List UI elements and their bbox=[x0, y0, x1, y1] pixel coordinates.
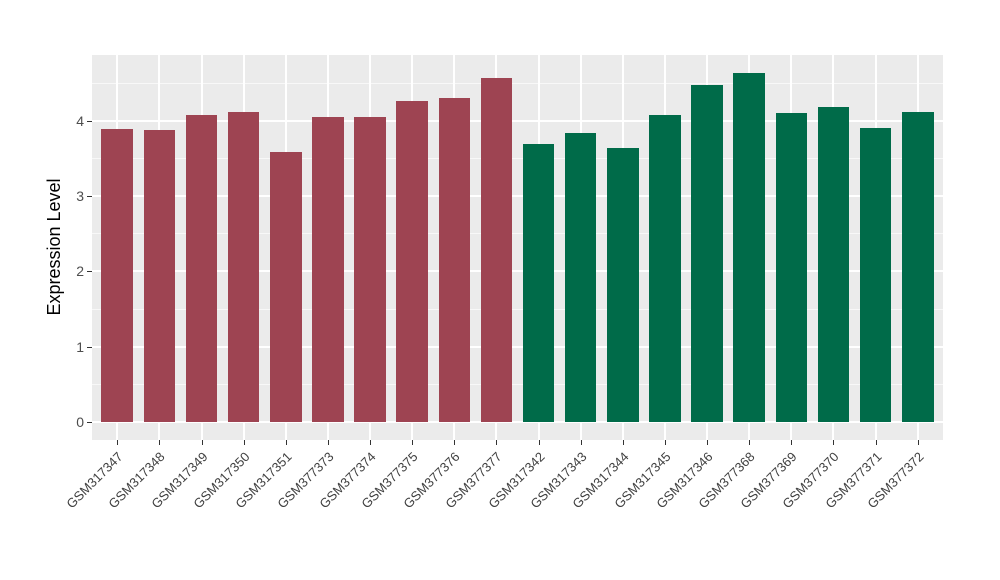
x-tick-mark bbox=[622, 440, 624, 445]
gridline-minor-h bbox=[92, 82, 943, 84]
x-tick-mark bbox=[412, 440, 414, 445]
bar bbox=[396, 101, 428, 422]
gridline-major-h bbox=[92, 119, 943, 122]
bar bbox=[438, 98, 471, 422]
gridline-minor-h bbox=[92, 233, 943, 235]
y-tick-mark bbox=[87, 196, 92, 197]
y-tick-mark bbox=[87, 346, 92, 348]
gridline-major-h bbox=[92, 345, 943, 348]
gridline-major-h bbox=[92, 421, 943, 423]
y-tick-label: 3 bbox=[76, 188, 84, 204]
y-tick-label: 0 bbox=[76, 414, 84, 430]
bar bbox=[143, 130, 176, 422]
gridline-major-h bbox=[92, 270, 943, 273]
x-tick-mark bbox=[791, 440, 793, 445]
x-tick-mark bbox=[201, 440, 203, 445]
x-tick-mark bbox=[580, 440, 582, 445]
y-tick-label: 2 bbox=[76, 263, 84, 280]
x-tick-mark bbox=[117, 440, 119, 445]
x-tick-mark bbox=[327, 440, 329, 445]
x-tick-mark bbox=[370, 440, 372, 445]
bar bbox=[733, 73, 765, 422]
x-tick-mark bbox=[159, 440, 161, 445]
x-tick-mark bbox=[496, 440, 498, 445]
bar bbox=[649, 115, 681, 422]
x-tick-mark bbox=[917, 440, 919, 445]
bar bbox=[775, 113, 808, 422]
x-tick-mark bbox=[875, 440, 877, 445]
bar bbox=[480, 78, 513, 422]
gridline-minor-h bbox=[92, 383, 943, 385]
y-tick-mark bbox=[87, 422, 92, 423]
bar bbox=[522, 144, 555, 422]
bar bbox=[227, 111, 260, 422]
bar bbox=[564, 132, 597, 422]
x-tick-mark bbox=[707, 440, 709, 445]
bar bbox=[312, 116, 344, 422]
bar bbox=[901, 112, 934, 422]
plot-panel bbox=[92, 55, 943, 440]
gridline-major-h bbox=[92, 195, 943, 197]
x-tick-mark bbox=[285, 440, 287, 445]
gridline-minor-h bbox=[92, 157, 943, 159]
bar bbox=[859, 128, 892, 422]
bar bbox=[817, 107, 850, 422]
bar bbox=[354, 116, 386, 422]
x-tick-mark bbox=[243, 440, 245, 445]
y-tick-mark bbox=[87, 120, 92, 122]
bar bbox=[269, 152, 302, 422]
x-tick-mark bbox=[664, 440, 666, 445]
y-tick-label: 1 bbox=[76, 338, 84, 355]
gridline-minor-h bbox=[92, 308, 943, 310]
bar bbox=[607, 147, 639, 422]
x-tick-mark bbox=[833, 440, 835, 445]
x-tick-mark bbox=[454, 440, 456, 445]
bar bbox=[185, 115, 218, 422]
x-tick-mark bbox=[749, 440, 751, 445]
y-tick-label: 4 bbox=[76, 112, 84, 129]
y-tick-mark bbox=[87, 271, 92, 273]
bar bbox=[691, 84, 723, 422]
bar bbox=[101, 128, 134, 422]
x-tick-mark bbox=[538, 440, 540, 445]
